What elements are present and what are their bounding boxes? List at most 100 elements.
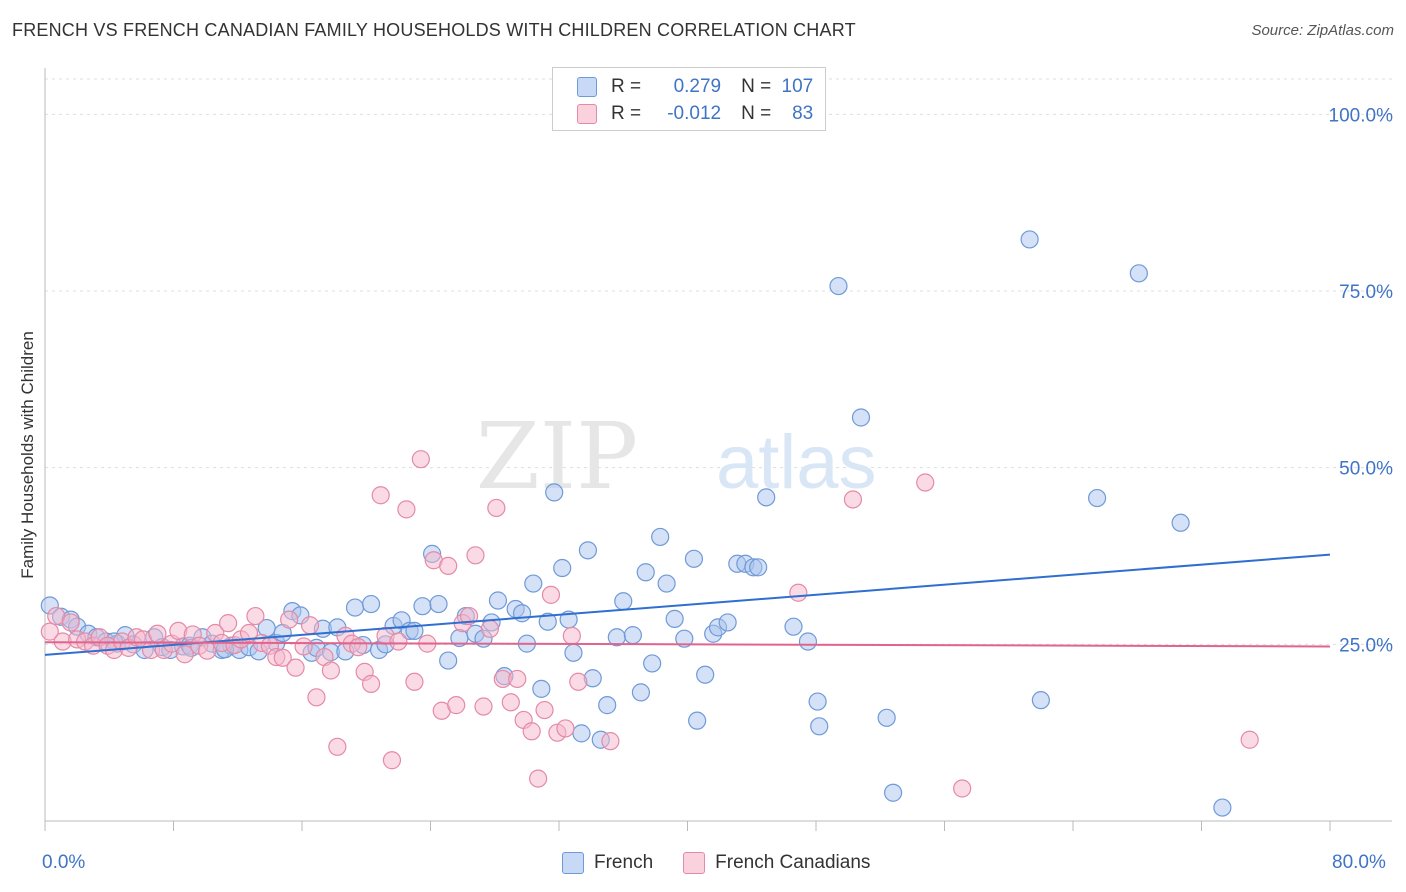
french-point <box>784 617 803 636</box>
french-point <box>749 558 768 577</box>
french-canadian-point <box>294 637 313 656</box>
french-canadian-point <box>789 583 808 602</box>
french-canadian-point <box>601 732 620 751</box>
french-canadian-point <box>273 648 292 667</box>
french-point <box>877 708 896 727</box>
x-axis-min-label: 0.0% <box>42 852 86 873</box>
y-tick-label: 75.0% <box>1339 282 1393 303</box>
legend-r-label: R = <box>611 76 642 97</box>
french-point <box>532 679 551 698</box>
french-point <box>718 613 737 632</box>
french-canadian-point <box>916 473 935 492</box>
series-legend: French French Canadians <box>562 852 900 874</box>
legend-r-value: -0.012 <box>667 103 722 124</box>
french-canadian-point <box>522 722 541 741</box>
french-point <box>651 527 670 547</box>
legend-swatch-french <box>577 77 597 97</box>
axes <box>44 68 1392 831</box>
trend-lines <box>44 553 1331 656</box>
french-point <box>810 717 829 736</box>
french-point <box>1171 513 1190 532</box>
french-canadian-point <box>382 751 402 770</box>
french-canadian-point <box>474 697 493 716</box>
french-point <box>623 626 642 645</box>
french-canadian-point <box>447 696 466 715</box>
legend-n-value: 83 <box>792 103 814 124</box>
french-point <box>553 558 572 578</box>
french-canadian-point <box>300 616 320 635</box>
french-canadian-point <box>466 546 485 565</box>
french-point <box>688 711 707 730</box>
french-point <box>684 549 704 568</box>
series-legend-french: French <box>562 852 653 874</box>
french-canadian-point <box>459 606 479 626</box>
french-point <box>439 651 458 670</box>
french-point <box>757 488 776 507</box>
french-point <box>614 592 633 611</box>
french-trend-line <box>44 553 1331 656</box>
french-point <box>1020 230 1039 249</box>
french-canadian-point <box>219 614 238 633</box>
french-point <box>429 594 448 614</box>
french-canadian-point <box>61 613 80 632</box>
legend-n-label: N = <box>741 103 772 124</box>
french-canadian-point <box>562 626 581 645</box>
french-canadian-point <box>239 623 259 643</box>
y-tick-label: 50.0% <box>1339 459 1393 480</box>
french-point <box>1129 264 1148 283</box>
french-canadian-point <box>405 672 424 691</box>
french-point <box>361 594 381 614</box>
french-canadian-point <box>328 737 347 756</box>
french-point <box>851 408 871 427</box>
french-canadian-point <box>541 585 561 604</box>
french-canadian-point <box>175 645 194 664</box>
french-point <box>488 591 508 610</box>
y-tick-labels: 25.0% 50.0% 75.0% 100.0% <box>1329 105 1394 656</box>
french-point <box>1213 798 1232 817</box>
french-point <box>572 724 591 743</box>
french-canadian-trend-line <box>44 641 1331 648</box>
legend-row-french: R = 0.279 N = 107 <box>577 75 813 99</box>
series-swatch-french <box>562 852 584 874</box>
french-point <box>636 563 655 582</box>
french-point <box>538 612 557 631</box>
french-point <box>808 692 827 711</box>
french-point <box>345 598 365 617</box>
legend-r-value: 0.279 <box>673 76 722 97</box>
watermark-atlas: atlas <box>716 420 877 505</box>
french-canadian-point <box>411 450 430 469</box>
french-canadian-point <box>529 769 548 788</box>
french-canadian-point <box>371 486 390 505</box>
y-tick-label: 25.0% <box>1339 635 1393 656</box>
french-canadian-point <box>508 669 527 689</box>
french-canadian-point <box>349 638 368 657</box>
french-canadian-point <box>286 658 305 677</box>
french-point <box>696 665 715 684</box>
french-point <box>1087 488 1107 508</box>
french-point <box>545 483 564 502</box>
french-canadian-point <box>535 700 554 720</box>
french-point <box>578 541 598 560</box>
french-canadian-point <box>487 498 506 518</box>
legend-swatch-french-canadians <box>577 104 597 124</box>
watermark: ZIP atlas <box>476 403 877 510</box>
french-canadian-point <box>843 490 863 509</box>
french-canadian-point <box>280 610 299 629</box>
french-canadian-point <box>953 779 972 798</box>
french-canadian-point <box>389 632 408 651</box>
french-canadian-point <box>480 619 500 638</box>
french-point <box>413 597 432 616</box>
french-point <box>665 609 684 628</box>
correlation-legend: R = 0.279 N = 107 R = -0.012 N = 83 <box>552 67 826 131</box>
series-swatch-french-canadians <box>683 852 706 874</box>
french-point <box>798 632 818 651</box>
legend-n-label: N = <box>741 76 772 97</box>
legend-row-french-canadians: R = -0.012 N = 83 <box>577 102 813 126</box>
series-label-french: French <box>594 852 654 873</box>
french-point <box>657 574 676 593</box>
legend-r-label: R = <box>611 103 642 124</box>
french-canadian-point <box>40 622 59 641</box>
french-canadian-point <box>556 719 575 738</box>
french-point <box>643 654 662 673</box>
data-points <box>40 230 1259 817</box>
